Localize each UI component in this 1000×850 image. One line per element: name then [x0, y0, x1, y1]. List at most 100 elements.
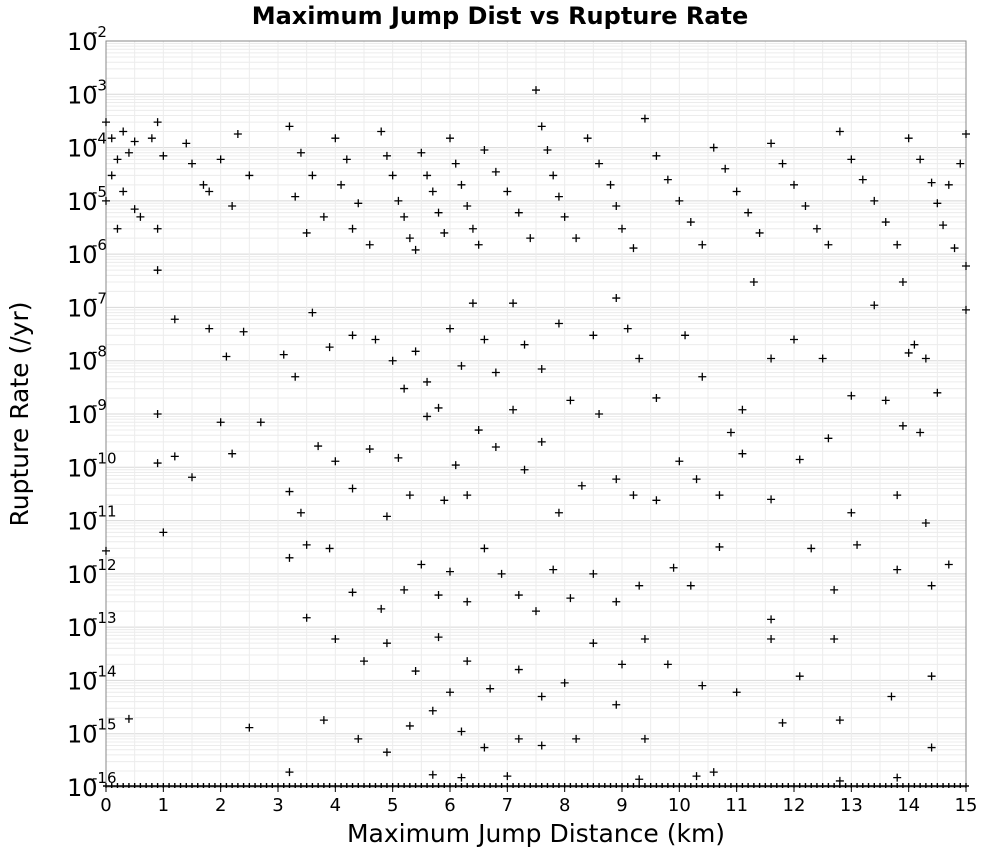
floor-marker	[200, 783, 207, 788]
data-point	[457, 727, 466, 736]
data-point	[400, 585, 409, 594]
data-point	[962, 129, 970, 138]
floor-marker	[762, 783, 769, 788]
data-point	[939, 221, 948, 230]
data-point	[314, 442, 323, 451]
data-point	[491, 443, 500, 452]
data-point	[520, 340, 529, 349]
data-point	[640, 634, 649, 643]
data-point	[640, 114, 649, 123]
data-point	[434, 403, 443, 412]
data-point	[388, 171, 397, 180]
floor-marker	[389, 783, 396, 788]
data-point	[514, 208, 523, 217]
data-point	[308, 171, 317, 180]
data-point	[480, 146, 489, 155]
data-point	[256, 418, 265, 427]
data-point	[566, 396, 575, 405]
data-point	[434, 591, 443, 600]
data-point	[291, 372, 300, 381]
floor-marker	[899, 783, 906, 788]
data-point	[749, 278, 758, 287]
data-point	[342, 155, 351, 164]
floor-marker	[355, 783, 362, 788]
y-tick-label: 10	[67, 721, 98, 749]
x-tick-label: 15	[955, 795, 978, 816]
data-point	[411, 347, 420, 356]
floor-marker	[808, 783, 815, 788]
data-point	[640, 734, 649, 743]
data-point	[308, 308, 317, 317]
x-tick-label: 7	[502, 795, 513, 816]
floor-marker	[710, 783, 717, 788]
data-point	[468, 224, 477, 233]
data-point	[847, 508, 856, 517]
data-point	[898, 278, 907, 287]
floor-marker	[659, 783, 666, 788]
data-point	[497, 569, 506, 578]
data-point	[612, 700, 621, 709]
x-axis-label: Maximum Jump Distance (km)	[347, 819, 725, 848]
floor-marker	[257, 783, 264, 788]
floor-marker	[641, 783, 648, 788]
floor-marker	[349, 783, 356, 788]
floor-marker	[940, 783, 947, 788]
floor-marker	[819, 783, 826, 788]
x-axis: 0 1 2 3 4 5 6 7 8 9 10 11 12 13 14 15	[100, 787, 977, 816]
floor-marker	[619, 783, 625, 788]
data-point	[618, 660, 626, 669]
data-point	[944, 180, 953, 189]
floor-marker	[613, 783, 620, 788]
x-tick-label: 8	[559, 795, 570, 816]
floor-marker	[727, 783, 734, 788]
y-tick-label: 10	[67, 561, 98, 589]
data-point	[170, 315, 179, 324]
data-point	[188, 159, 196, 168]
data-point	[371, 335, 380, 344]
data-point	[572, 734, 581, 743]
data-point	[319, 212, 328, 221]
data-point	[228, 449, 237, 458]
data-point	[520, 465, 529, 474]
floor-marker	[693, 783, 700, 788]
data-point	[893, 773, 902, 782]
floor-marker	[383, 783, 390, 788]
data-point	[205, 324, 214, 333]
floor-marker	[922, 783, 929, 788]
data-point	[514, 734, 523, 743]
data-point	[835, 127, 844, 136]
y-axis-label: Rupture Rate (/yr)	[5, 302, 34, 527]
floor-marker	[670, 783, 677, 788]
data-point	[159, 528, 168, 537]
floor-marker	[716, 783, 723, 788]
data-point	[354, 734, 363, 743]
data-point	[377, 604, 386, 613]
data-point	[434, 208, 443, 217]
y-tick-exponent: -13	[92, 609, 117, 627]
data-point	[509, 299, 518, 308]
data-point	[153, 410, 162, 418]
data-point	[927, 178, 936, 187]
floor-marker	[951, 783, 958, 788]
data-point	[382, 748, 391, 757]
data-point	[830, 585, 839, 594]
data-point	[188, 473, 196, 482]
x-tick-label: 2	[215, 795, 226, 816]
data-point	[681, 331, 690, 340]
data-point	[566, 594, 575, 603]
floor-marker	[813, 783, 820, 788]
floor-marker	[682, 783, 689, 788]
floor-marker	[854, 783, 861, 788]
floor-marker	[326, 783, 333, 788]
floor-marker	[848, 783, 855, 788]
data-point	[348, 224, 357, 233]
data-point	[446, 688, 454, 697]
data-point	[491, 368, 500, 377]
floor-marker	[292, 783, 299, 788]
data-point	[136, 212, 145, 221]
data-point	[612, 475, 621, 484]
data-point	[417, 560, 426, 569]
x-tick-label: 3	[272, 795, 283, 816]
data-point	[394, 196, 403, 205]
